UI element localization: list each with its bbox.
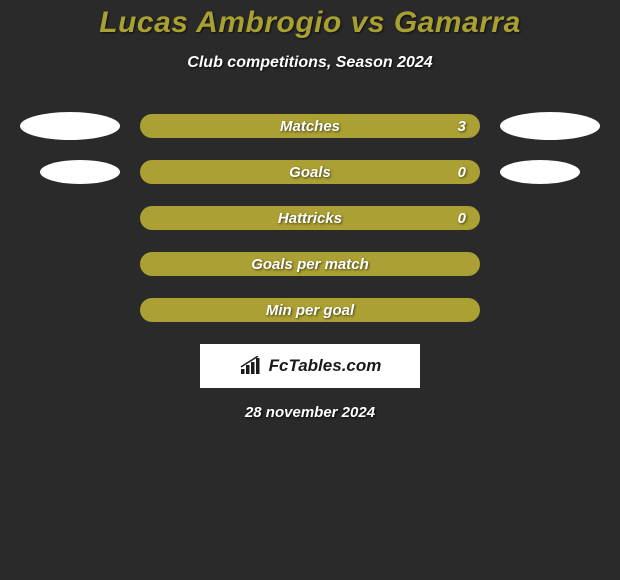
stats-area: Matches 3 Goals 0 Hattricks 0 bbox=[0, 114, 620, 322]
spacer bbox=[20, 204, 120, 232]
spacer bbox=[20, 296, 120, 324]
stat-bar-min-per-goal: Min per goal bbox=[140, 298, 480, 322]
left-oval bbox=[40, 160, 120, 184]
date-text: 28 november 2024 bbox=[0, 404, 620, 421]
stat-bar-hattricks: Hattricks 0 bbox=[140, 206, 480, 230]
left-oval bbox=[20, 112, 120, 140]
stat-row-hattricks: Hattricks 0 bbox=[0, 206, 620, 230]
stat-row-goals-per-match: Goals per match bbox=[0, 252, 620, 276]
stat-bar-goals: Goals 0 bbox=[140, 160, 480, 184]
spacer bbox=[500, 250, 600, 278]
spacer bbox=[500, 296, 600, 324]
stat-bar-matches: Matches 3 bbox=[140, 114, 480, 138]
stat-value: 0 bbox=[458, 210, 466, 227]
stat-label: Goals bbox=[289, 164, 331, 181]
stat-label: Goals per match bbox=[251, 256, 369, 273]
stat-label: Hattricks bbox=[278, 210, 342, 227]
spacer bbox=[500, 204, 600, 232]
right-oval bbox=[500, 112, 600, 140]
right-oval bbox=[500, 160, 580, 184]
stat-row-min-per-goal: Min per goal bbox=[0, 298, 620, 322]
spacer bbox=[20, 250, 120, 278]
stat-row-matches: Matches 3 bbox=[0, 114, 620, 138]
page-title: Lucas Ambrogio vs Gamarra bbox=[0, 6, 620, 40]
stat-value: 0 bbox=[458, 164, 466, 181]
logo-text: FcTables.com bbox=[269, 356, 382, 376]
stat-bar-goals-per-match: Goals per match bbox=[140, 252, 480, 276]
stat-label: Matches bbox=[280, 118, 340, 135]
stat-label: Min per goal bbox=[266, 302, 354, 319]
main-container: Lucas Ambrogio vs Gamarra Club competiti… bbox=[0, 0, 620, 421]
page-subtitle: Club competitions, Season 2024 bbox=[0, 54, 620, 72]
stat-row-goals: Goals 0 bbox=[0, 160, 620, 184]
chart-bars-icon bbox=[239, 356, 265, 376]
logo-box[interactable]: FcTables.com bbox=[200, 344, 420, 388]
stat-value: 3 bbox=[458, 118, 466, 135]
